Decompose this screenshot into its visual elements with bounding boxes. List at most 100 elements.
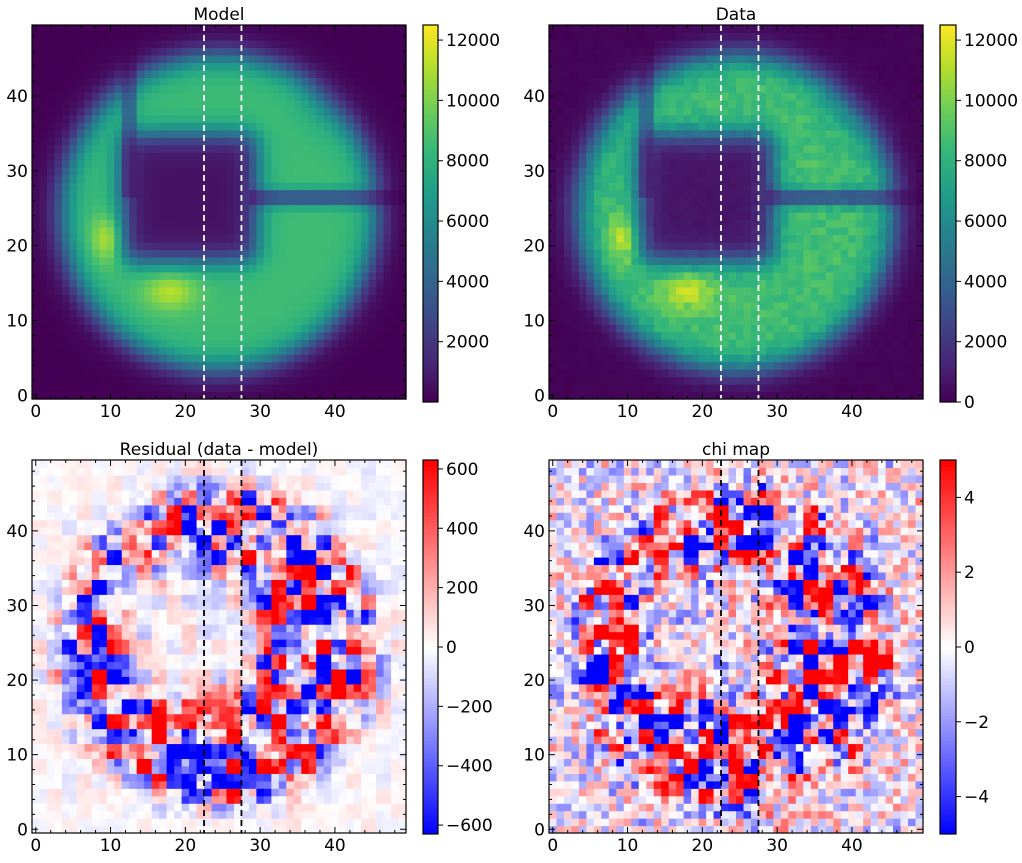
heatmap-cell <box>391 271 400 280</box>
heatmap-cell <box>368 212 377 221</box>
colorbar-step <box>423 332 438 337</box>
heatmap-cell <box>204 39 213 49</box>
heatmap-cell <box>353 39 362 49</box>
heatmap-cell <box>383 354 392 363</box>
heatmap-cell <box>211 84 220 93</box>
heatmap-cell <box>788 234 797 243</box>
heatmap-cell <box>398 324 407 333</box>
heatmap-cell <box>578 316 587 325</box>
heatmap-cell <box>166 361 175 370</box>
heatmap-cell <box>915 264 924 273</box>
colorbar-tick-label: 4000 <box>446 272 489 292</box>
heatmap-cell <box>706 182 715 191</box>
heatmap-cell <box>721 226 730 236</box>
heatmap-cell <box>578 391 587 400</box>
heatmap-cell <box>219 92 228 101</box>
heatmap-cell <box>900 189 909 198</box>
heatmap-cell <box>383 144 392 153</box>
heatmap-cell <box>383 241 392 250</box>
heatmap-cell <box>263 256 272 265</box>
heatmap-cell <box>233 249 243 258</box>
heatmap-cell <box>84 204 93 213</box>
heatmap-cell <box>638 204 647 213</box>
heatmap-cell <box>391 256 400 265</box>
heatmap-cell <box>810 234 819 243</box>
heatmap-cell <box>316 279 325 288</box>
heatmap-cell <box>331 114 340 123</box>
heatmap-cell <box>848 361 857 370</box>
heatmap-cell <box>293 204 302 213</box>
heatmap-cell <box>893 226 902 236</box>
heatmap-cell <box>608 226 617 236</box>
heatmap-cell <box>765 279 774 288</box>
heatmap-cell <box>331 354 340 363</box>
heatmap-cell <box>219 129 228 138</box>
heatmap-cell <box>631 219 640 228</box>
heatmap-cell <box>795 324 804 333</box>
heatmap-cell <box>233 369 243 378</box>
heatmap-cell <box>810 361 819 370</box>
heatmap-cell <box>691 84 700 93</box>
heatmap-cell <box>151 32 160 41</box>
heatmap-cell <box>750 159 760 168</box>
heatmap-cell <box>855 182 864 191</box>
heatmap-cell <box>121 54 130 63</box>
heatmap-cell <box>99 107 108 116</box>
heatmap-cell <box>233 256 243 265</box>
heatmap-cell <box>698 241 707 250</box>
heatmap-cell <box>271 212 280 221</box>
heatmap-cell <box>915 286 924 295</box>
heatmap-cell <box>256 219 265 228</box>
heatmap-cell <box>870 129 879 138</box>
heatmap-cell <box>758 92 767 101</box>
heatmap-cell <box>683 212 692 221</box>
heatmap-cell <box>136 69 145 78</box>
heatmap-cell <box>144 309 153 318</box>
heatmap-cell <box>571 129 580 138</box>
heatmap-cell <box>196 309 205 318</box>
heatmap-cell <box>780 69 789 78</box>
heatmap-cell <box>241 107 250 116</box>
y-tick-label: 40 <box>6 87 28 107</box>
heatmap-cell <box>189 279 198 288</box>
heatmap-cell <box>91 25 100 34</box>
heatmap-cell <box>631 346 640 355</box>
heatmap-cell <box>76 114 85 123</box>
heatmap-cell <box>728 137 737 146</box>
heatmap-cell <box>676 384 685 393</box>
heatmap-cell <box>736 309 745 318</box>
heatmap-cell <box>338 92 347 101</box>
heatmap-cell <box>893 361 902 370</box>
heatmap-cell <box>698 361 707 370</box>
heatmap-cell <box>571 219 580 228</box>
heatmap-cell <box>855 331 864 340</box>
heatmap-cell <box>653 279 662 288</box>
heatmap-cell <box>391 182 400 191</box>
heatmap-cell <box>398 204 407 213</box>
heatmap-cell <box>181 361 190 370</box>
heatmap-cell <box>248 167 257 176</box>
heatmap-cell <box>241 159 250 168</box>
heatmap-cell <box>46 339 56 348</box>
heatmap-cell <box>653 249 662 258</box>
heatmap-cell <box>878 159 887 168</box>
heatmap-cell <box>788 391 797 400</box>
heatmap-cell <box>676 137 685 146</box>
heatmap-cell <box>361 32 370 41</box>
heatmap-cell <box>54 309 63 318</box>
heatmap-cell <box>743 279 752 288</box>
heatmap-cell <box>278 54 287 63</box>
heatmap-cell <box>211 324 220 333</box>
heatmap-cell <box>46 279 56 288</box>
heatmap-cell <box>721 391 730 400</box>
heatmap-cell <box>114 204 123 213</box>
heatmap-cell <box>76 234 85 243</box>
heatmap-cell <box>383 384 392 393</box>
heatmap-cell <box>698 309 707 318</box>
heatmap-cell <box>885 376 894 385</box>
heatmap-cell <box>226 92 235 101</box>
heatmap-cell <box>323 264 332 273</box>
heatmap-cell <box>76 249 85 258</box>
heatmap-cell <box>76 144 85 153</box>
heatmap-cell <box>391 114 400 123</box>
